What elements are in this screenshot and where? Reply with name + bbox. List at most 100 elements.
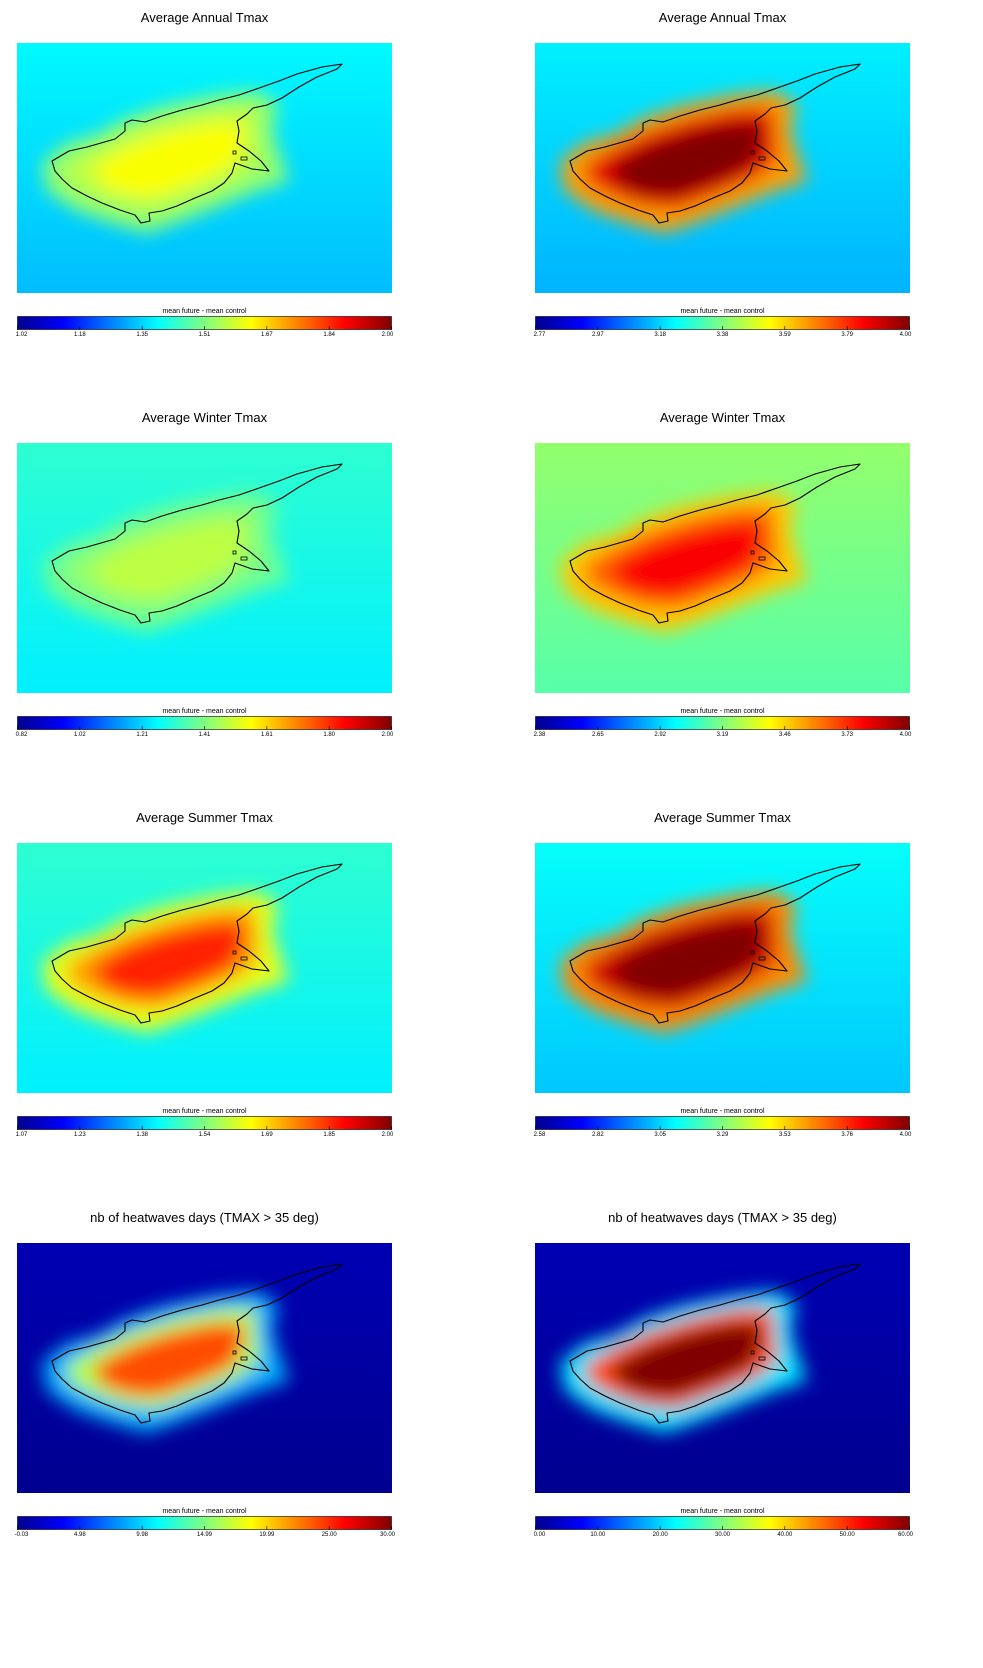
colorbar-tick-label: 3.53: [778, 1132, 791, 1138]
coastline-outline: [569, 63, 861, 224]
lake-marker: [758, 556, 766, 561]
colorbar: [535, 1516, 910, 1530]
colorbar-tick-label: 3.76: [841, 1132, 853, 1138]
colorbar-tick-label: 14.99: [196, 1532, 213, 1538]
colorbar-tick-label: 4.98: [73, 1532, 86, 1538]
colorbar-tick-label: 1.38: [136, 1132, 148, 1138]
lake-marker: [240, 556, 248, 561]
colorbar-tick-label: 30.00: [714, 1532, 731, 1538]
panel-title: Average Annual Tmax: [658, 10, 787, 25]
lake-marker: [240, 956, 248, 961]
panel-title: Average Summer Tmax: [654, 810, 791, 825]
colorbar-tick-labels: 2.77 2.97 3.18 3.38 3.59 3.79 4.00: [533, 332, 912, 340]
map-panel: nb of heatwaves days (TMAX > 35 deg) mean…: [14, 1210, 395, 1590]
colorbar-tick-label: 4.00: [899, 1132, 912, 1138]
map-panel: nb of heatwaves days (TMAX > 35 deg) mean…: [534, 1210, 913, 1590]
lake-marker: [232, 950, 237, 955]
colorbar-tick-label: 9.98: [136, 1532, 148, 1538]
heat-map: [535, 1243, 910, 1493]
colorbar-tick-label: 2.00: [381, 332, 394, 338]
colorbar-tick-label: 1.02: [15, 332, 28, 338]
colorbar-label: mean future - mean control: [680, 1108, 765, 1115]
colorbar-tick-label: 3.38: [716, 332, 729, 338]
colorbar-tick-label: 25.00: [321, 1532, 337, 1538]
colorbar-label: mean future - mean control: [162, 1508, 247, 1515]
colorbar-tick-label: 2.97: [591, 332, 604, 338]
colorbar-tick-label: 4.00: [899, 732, 912, 738]
heat-field: [42, 1291, 289, 1433]
colorbar-label: mean future - mean control: [680, 1508, 765, 1515]
colorbar-tick-label: 1.69: [260, 1132, 273, 1138]
colorbar-tick-label: 0.82: [15, 732, 28, 738]
lake-marker: [232, 1350, 237, 1355]
panel-title: Average Annual Tmax: [140, 10, 269, 25]
heat-field: [42, 491, 289, 633]
colorbar-tick-label: 3.29: [716, 1132, 729, 1138]
colorbar-tick-label: 2.38: [533, 732, 546, 738]
colorbar-tick-label: 2.65: [591, 732, 604, 738]
panel-title: Average Winter Tmax: [659, 410, 786, 425]
heat-map: [17, 443, 392, 693]
map-panel: Average Summer Tmax mean future - mean co…: [15, 810, 394, 1190]
colorbar-tick-label: 1.54: [198, 1132, 211, 1138]
coastline-outline: [569, 463, 861, 624]
colorbar-tick-label: 1.07: [15, 1132, 28, 1138]
colorbar-tick-label: 1.80: [323, 732, 335, 738]
colorbar-tick-label: 1.18: [73, 332, 86, 338]
colorbar-tick-labels: 0.00 10.00 20.00 30.00 40.00 50.00 60.00: [534, 1532, 913, 1540]
map-panel: Average Summer Tmax mean future - mean co…: [533, 810, 912, 1190]
heat-field: [560, 891, 807, 1033]
colorbar-tick-label: 1.23: [73, 1132, 86, 1138]
colorbar-label: mean future - mean control: [162, 308, 247, 315]
colorbar-tick-labels: 0.82 1.02 1.21 1.41 1.61 1.80 2.00: [15, 732, 394, 740]
heat-map: [17, 843, 392, 1093]
lake-marker: [232, 550, 237, 555]
coastline-outline: [51, 1263, 343, 1424]
colorbar: [17, 1116, 392, 1130]
colorbar-tick-label: 2.77: [533, 332, 546, 338]
colorbar-tick-label: 1.02: [73, 732, 86, 738]
lake-marker: [750, 950, 755, 955]
coastline-outline: [569, 863, 861, 1024]
colorbar-tick-label: 19.99: [259, 1532, 275, 1538]
colorbar-tick-labels: 2.58 2.82 3.05 3.29 3.53 3.76 4.00: [533, 1132, 912, 1140]
colorbar: [535, 1116, 910, 1130]
colorbar-label: mean future - mean control: [162, 1108, 247, 1115]
colorbar-tick-label: 2.82: [591, 1132, 604, 1138]
colorbar-tick-labels: -0.03 4.98 9.98 14.99 19.99 25.00 30.00: [14, 1532, 395, 1540]
colorbar-tick-label: 1.21: [136, 732, 148, 738]
colorbar-tick-label: 1.41: [198, 732, 211, 738]
colorbar-tick-label: 50.00: [839, 1532, 855, 1538]
colorbar-tick-label: 2.58: [533, 1132, 546, 1138]
heat-field: [42, 891, 289, 1033]
heat-map: [535, 443, 910, 693]
colorbar-tick-label: 1.85: [323, 1132, 335, 1138]
colorbar-tick-label: 2.92: [654, 732, 666, 738]
lake-marker: [758, 156, 766, 161]
coastline-outline: [569, 1263, 861, 1424]
colorbar-tick-label: 20.00: [652, 1532, 668, 1538]
lake-marker: [232, 150, 237, 155]
colorbar-tick-labels: 2.38 2.65 2.92 3.19 3.46 3.73 4.00: [533, 732, 912, 740]
lake-marker: [758, 1356, 766, 1361]
colorbar-tick-labels: 1.07 1.23 1.38 1.54 1.69 1.85 2.00: [15, 1132, 394, 1140]
colorbar: [17, 716, 392, 730]
colorbar-tick-label: 2.00: [381, 1132, 394, 1138]
colorbar-tick-label: 10.00: [590, 1532, 606, 1538]
lake-marker: [750, 150, 755, 155]
map-panel: Average Winter Tmax mean future - mean co…: [533, 410, 912, 790]
colorbar-tick-label: 3.46: [778, 732, 791, 738]
colorbar-tick-label: 3.73: [841, 732, 853, 738]
colorbar-tick-label: 3.79: [841, 332, 853, 338]
colorbar-tick-label: -0.03: [14, 1532, 29, 1538]
coastline-outline: [51, 863, 343, 1024]
panel-title: nb of heatwaves days (TMAX > 35 deg): [90, 1210, 319, 1225]
coastline-outline: [51, 463, 343, 624]
heat-map: [535, 843, 910, 1093]
colorbar-tick-label: 1.67: [260, 332, 273, 338]
heat-field: [560, 1291, 807, 1433]
heat-map: [17, 43, 392, 293]
lake-marker: [750, 1350, 755, 1355]
lake-marker: [758, 956, 766, 961]
colorbar-tick-labels: 1.02 1.18 1.35 1.51 1.67 1.84 2.00: [15, 332, 394, 340]
